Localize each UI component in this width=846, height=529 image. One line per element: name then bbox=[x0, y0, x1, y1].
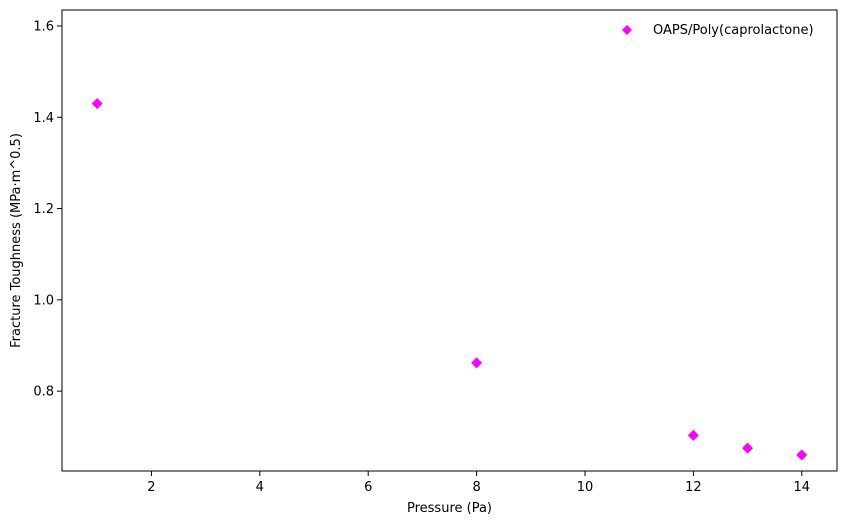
data-point bbox=[471, 357, 483, 369]
x-tick-label: 6 bbox=[364, 480, 372, 495]
legend-marker-diamond-icon bbox=[622, 25, 632, 35]
data-point bbox=[742, 442, 754, 454]
y-axis-label: Fracture Toughness (MPa·m^0.5) bbox=[9, 133, 24, 348]
y-tick-label: 1.0 bbox=[33, 293, 54, 308]
legend: OAPS/Poly(caprolactone) bbox=[622, 23, 814, 38]
x-tick-label: 14 bbox=[793, 480, 810, 495]
y-tick-label: 1.2 bbox=[33, 202, 54, 217]
x-tick-label: 12 bbox=[685, 480, 702, 495]
plot-area-frame bbox=[61, 9, 838, 472]
axes: 2 4 6 8 10 12 14 0.8 1.0 1.2 1.4 1.6 bbox=[33, 19, 810, 495]
data-point bbox=[796, 449, 808, 461]
y-tick-label: 0.8 bbox=[33, 385, 54, 400]
data-point bbox=[91, 98, 103, 110]
x-axis-label: Pressure (Pa) bbox=[407, 501, 492, 516]
x-tick-label: 2 bbox=[147, 480, 155, 495]
data-marks bbox=[91, 98, 808, 461]
y-tick-label: 1.4 bbox=[33, 111, 54, 126]
y-tick-label: 1.6 bbox=[33, 19, 54, 34]
x-tick-label: 4 bbox=[256, 480, 264, 495]
x-tick-label: 10 bbox=[577, 480, 594, 495]
data-point bbox=[687, 429, 699, 441]
legend-label: OAPS/Poly(caprolactone) bbox=[653, 23, 814, 38]
x-tick-label: 8 bbox=[472, 480, 480, 495]
